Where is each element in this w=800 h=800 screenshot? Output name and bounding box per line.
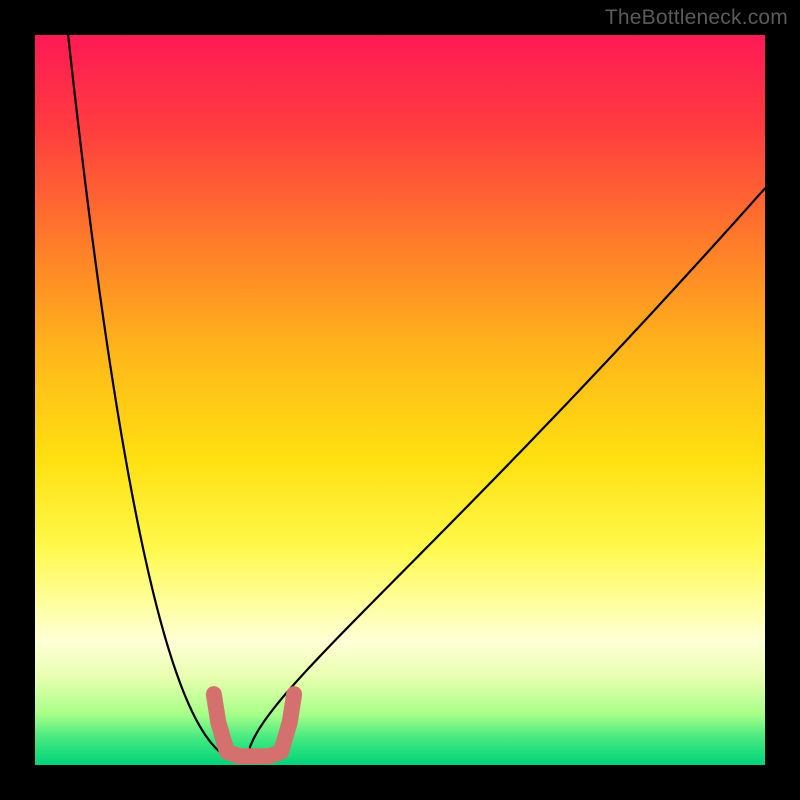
chart-svg (35, 35, 765, 765)
highlight-segment (214, 694, 294, 756)
watermark-text: TheBottleneck.com (605, 6, 788, 30)
plot-area (35, 35, 765, 765)
bottleneck-curve (64, 35, 765, 762)
